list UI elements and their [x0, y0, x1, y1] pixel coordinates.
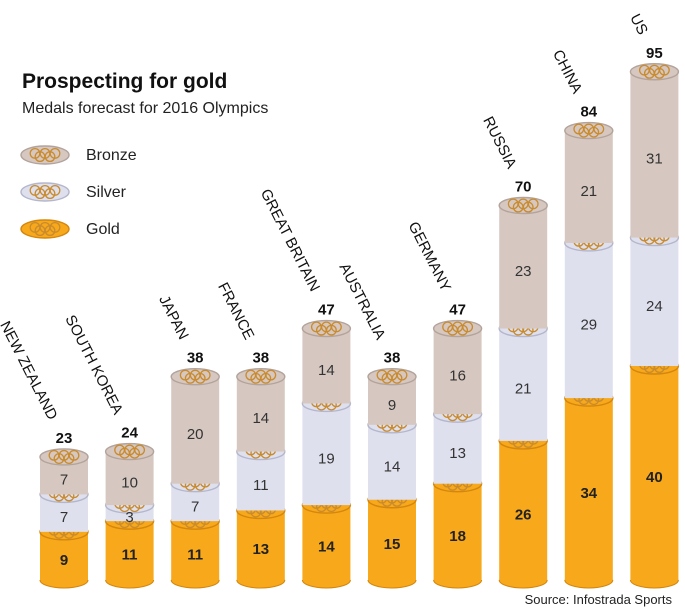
value-label-russia-silver: 21 [515, 381, 532, 398]
chart-subtitle: Medals forecast for 2016 Olympics [22, 100, 268, 117]
segment-japan-bronze [170, 368, 220, 484]
bar-china: 34 29 21 84 CHINA [549, 47, 614, 589]
segment-australia-bronze-rings-icon [376, 369, 408, 384]
total-label-france: 38 [252, 350, 269, 367]
value-label-great-britain-silver: 19 [318, 450, 335, 467]
value-label-great-britain-bronze: 14 [318, 362, 335, 379]
segment-great-britain-bronze [301, 319, 352, 404]
chart-title: Prospecting for gold [22, 70, 227, 93]
total-label-south-korea: 24 [121, 425, 138, 442]
value-label-france-silver: 11 [253, 477, 269, 494]
value-label-new-zealand-silver: 7 [60, 509, 68, 526]
legend-label-gold: Gold [86, 221, 120, 238]
segment-australia-bronze [367, 368, 417, 425]
legend-bronze-rings-icon [29, 147, 61, 163]
segment-new-zealand-bronze [39, 448, 89, 495]
segment-china-bronze [564, 121, 614, 243]
category-label-france: FRANCE [214, 280, 257, 343]
value-label-us-silver: 24 [646, 298, 663, 315]
value-label-china-silver: 29 [580, 317, 597, 334]
legend-item-bronze: Bronze [20, 145, 137, 165]
category-label-germany: GERMANY [405, 219, 455, 294]
value-label-great-britain-gold: 14 [318, 539, 335, 556]
total-label-us: 95 [646, 45, 663, 62]
value-label-australia-silver: 14 [384, 458, 401, 475]
value-label-germany-bronze: 16 [449, 367, 466, 384]
total-label-china: 84 [580, 104, 597, 121]
value-label-australia-gold: 15 [384, 536, 401, 553]
bar-france: 13 11 14 38 FRANCE [214, 280, 286, 589]
value-label-us-gold: 40 [646, 469, 663, 486]
category-label-us: US [626, 11, 651, 37]
segment-us-bronze [629, 63, 680, 238]
bar-russia: 26 21 23 70 RUSSIA [479, 114, 548, 589]
value-label-australia-bronze: 9 [388, 397, 396, 414]
segment-russia-bronze [498, 196, 548, 329]
total-label-great-britain: 47 [318, 302, 335, 319]
segment-us-bronze-rings-icon [638, 64, 670, 79]
segment-france-bronze [236, 368, 286, 452]
category-label-south-korea: SOUTH KOREA [61, 312, 126, 417]
bar-germany: 18 13 16 47 GERMANY [405, 219, 483, 589]
bars: 9 7 7 23 NEW ZEALAND 11 3 10 24 SOUTH KOREA 11 7 20 3… [0, 11, 680, 589]
value-label-south-korea-bronze: 10 [121, 474, 138, 491]
value-label-germany-silver: 13 [449, 445, 466, 462]
value-label-china-gold: 34 [580, 485, 597, 502]
segment-south-korea-gold [104, 512, 155, 589]
segment-russia-silver [498, 319, 548, 441]
segment-china-gold [564, 389, 614, 589]
value-label-us-bronze: 31 [646, 151, 663, 168]
bar-us: 40 24 31 95 US [626, 11, 680, 589]
total-label-japan: 38 [187, 350, 204, 367]
total-label-new-zealand: 23 [56, 430, 73, 447]
segment-france-bronze-rings-icon [245, 369, 277, 384]
value-label-china-bronze: 21 [580, 183, 597, 200]
value-label-france-bronze: 14 [252, 410, 269, 427]
bar-new-zealand: 9 7 7 23 NEW ZEALAND [0, 318, 89, 589]
segment-russia-bronze-rings-icon [507, 198, 539, 213]
category-label-new-zealand: NEW ZEALAND [0, 318, 61, 422]
legend-label-bronze: Bronze [86, 147, 137, 164]
value-label-japan-silver: 7 [191, 498, 199, 515]
value-label-russia-bronze: 23 [515, 263, 532, 280]
bar-japan: 11 7 20 38 JAPAN [155, 293, 220, 589]
segment-us-gold [629, 357, 680, 589]
value-label-france-gold: 13 [252, 541, 269, 558]
segment-germany-bronze [432, 319, 483, 415]
segment-new-zealand-bronze-rings-icon [48, 449, 80, 465]
category-label-china: CHINA [549, 47, 585, 96]
value-label-russia-gold: 26 [515, 506, 532, 523]
segment-great-britain-bronze-rings-icon [310, 321, 342, 336]
legend-item-silver: Silver [20, 182, 127, 202]
total-label-germany: 47 [449, 302, 466, 319]
value-label-new-zealand-bronze: 7 [60, 472, 68, 489]
value-label-germany-gold: 18 [449, 528, 466, 545]
value-label-japan-gold: 11 [187, 547, 203, 564]
segment-china-bronze-rings-icon [573, 123, 605, 138]
legend-gold-rings-icon [29, 221, 61, 237]
total-label-russia: 70 [515, 179, 532, 196]
category-label-russia: RUSSIA [479, 114, 520, 171]
segment-germany-bronze-rings-icon [442, 321, 474, 336]
value-label-new-zealand-gold: 9 [60, 552, 68, 569]
source-note: Source: Infostrada Sports [525, 592, 673, 607]
value-label-south-korea-silver: 3 [125, 509, 133, 526]
segment-south-korea-bronze [104, 442, 155, 506]
segment-japan-bronze-rings-icon [179, 369, 211, 384]
total-label-australia: 38 [384, 350, 401, 367]
legend-item-gold: Gold [20, 219, 120, 239]
value-label-japan-bronze: 20 [187, 426, 204, 443]
category-label-great-britain: GREAT BRITAIN [257, 186, 323, 294]
category-label-japan: JAPAN [155, 293, 192, 343]
segment-south-korea-bronze-rings-icon [114, 444, 146, 459]
legend-label-silver: Silver [86, 184, 127, 201]
segment-australia-gold [367, 491, 417, 589]
legend-silver-rings-icon [29, 184, 61, 200]
legend: Bronze Silver Gold [20, 145, 137, 239]
value-label-south-korea-gold: 11 [122, 547, 138, 564]
